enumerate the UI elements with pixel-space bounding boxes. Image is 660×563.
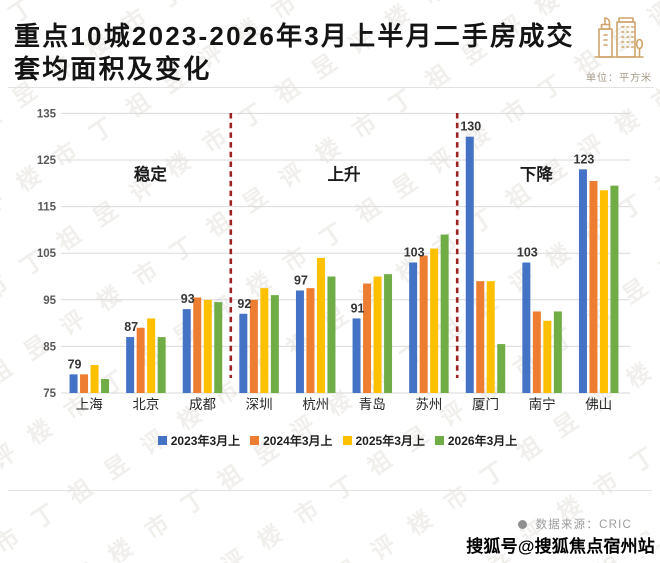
category-label-成都: 成都 [189,397,216,412]
legend-label: 2026年3月上 [447,433,518,448]
bar-南宁-2025年3月上 [543,320,552,393]
category-label-上海: 上海 [76,397,103,412]
bar-南宁-2026年3月上 [553,311,562,393]
category-label-北京: 北京 [132,397,159,412]
bar-value-label: 79 [68,357,82,371]
legend-label: 2024年3月上 [263,433,333,448]
y-tick-label: 135 [37,108,57,120]
category-label-杭州: 杭州 [302,397,329,412]
bar-苏州-2023年3月上 [409,262,418,393]
bar-青岛-2026年3月上 [384,274,393,393]
publisher-watermark: 搜狐号@搜狐焦点宿州站 [466,537,655,556]
bar-北京-2023年3月上 [126,337,135,393]
circle-bullet-icon [517,519,527,529]
bar-佛山-2023年3月上 [578,169,587,393]
y-tick-label: 125 [37,155,57,167]
legend-label: 2025年3月上 [355,433,425,448]
page-title: 重点10城2023-2026年3月上半月二手房成交 套均面积及变化 [14,20,634,86]
legend-swatch-icon [434,435,444,445]
bar-南宁-2023年3月上 [522,262,531,393]
bar-value-label: 123 [574,152,595,166]
bar-南宁-2024年3月上 [532,311,541,393]
bar-苏州-2024年3月上 [419,255,428,393]
bar-value-label: 97 [294,273,308,287]
y-tick-label: 75 [43,388,56,400]
y-tick-label: 105 [37,248,57,260]
section-label-稳定: 稳定 [134,164,168,184]
y-tick-label: 85 [43,341,56,353]
bar-青岛-2025年3月上 [373,276,382,393]
bar-北京-2024年3月上 [136,327,145,393]
section-label-下降: 下降 [520,164,554,184]
bar-苏州-2025年3月上 [430,248,439,393]
legend-swatch-icon [157,435,167,445]
chart-legend: 2023年3月上 2024年3月上 2025年3月上 2026年3月上 [0,431,660,449]
bar-深圳-2026年3月上 [270,295,279,393]
buildings-icon [594,17,644,58]
category-label-厦门: 厦门 [472,397,499,412]
bar-成都-2026年3月上 [214,302,223,393]
y-tick-label: 115 [37,202,56,214]
section-label-上升: 上升 [328,165,361,184]
page-title-line2: 套均面积及变化 [14,54,212,84]
bar-value-label: 103 [517,246,538,260]
bar-厦门-2026年3月上 [497,344,506,393]
category-label-深圳: 深圳 [246,397,273,412]
bar-成都-2023年3月上 [182,309,191,393]
legend-item-2025年3月上: 2025年3月上 [342,432,425,449]
bar-佛山-2024年3月上 [589,180,598,393]
page-title-line1: 重点10城2023-2026年3月上半月二手房成交 [14,21,575,51]
unit-note: 单位：平方米 [586,73,652,84]
bar-成都-2024年3月上 [193,297,202,393]
bar-成都-2025年3月上 [203,299,212,393]
bar-value-label: 91 [351,301,365,315]
bar-厦门-2025年3月上 [486,281,495,393]
bar-深圳-2025年3月上 [260,288,269,393]
bar-佛山-2025年3月上 [599,190,608,393]
legend-item-2024年3月上: 2024年3月上 [250,432,333,449]
category-label-南宁: 南宁 [529,396,556,412]
bar-青岛-2023年3月上 [352,318,361,393]
bar-佛山-2026年3月上 [610,185,619,393]
legend-item-2023年3月上: 2023年3月上 [157,432,241,449]
bar-上海-2023年3月上 [69,374,78,393]
bar-value-label: 87 [124,320,138,334]
bar-value-label: 130 [460,120,481,134]
bar-厦门-2023年3月上 [465,136,474,393]
bar-厦门-2024年3月上 [476,281,485,393]
data-source-line: 数据来源：CRIC [517,516,632,532]
bar-value-label: 103 [404,246,425,260]
bar-深圳-2024年3月上 [249,299,258,393]
bar-苏州-2026年3月上 [440,234,449,393]
bar-杭州-2024年3月上 [306,288,315,393]
bar-上海-2025年3月上 [90,365,99,393]
bar-青岛-2024年3月上 [363,283,372,393]
bar-深圳-2023年3月上 [239,313,248,393]
bar-上海-2024年3月上 [80,374,89,393]
category-label-苏州: 苏州 [415,397,442,412]
bar-value-label: 93 [181,292,195,306]
bar-杭州-2026年3月上 [327,276,336,393]
category-label-青岛: 青岛 [359,397,386,412]
bar-value-label: 92 [237,297,251,311]
y-tick-label: 95 [43,295,56,307]
bar-杭州-2023年3月上 [295,290,304,393]
bar-北京-2026年3月上 [157,337,166,393]
header-divider [8,87,654,88]
footer-divider [8,490,652,491]
legend-label: 2023年3月上 [170,433,241,448]
data-source-label: 数据来源：CRIC [535,519,632,531]
bar-北京-2025年3月上 [147,318,156,393]
legend-item-2026年3月上: 2026年3月上 [434,432,518,449]
legend-swatch-icon [342,435,352,445]
category-label-佛山: 佛山 [585,397,612,412]
legend-swatch-icon [250,435,260,445]
bar-杭州-2025年3月上 [316,257,325,393]
bar-上海-2026年3月上 [101,379,110,393]
